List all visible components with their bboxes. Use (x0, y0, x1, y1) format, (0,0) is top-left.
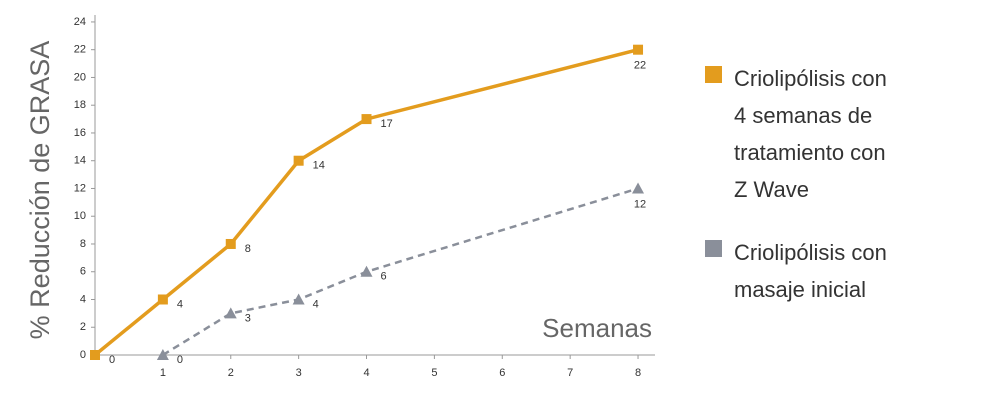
legend-swatch (705, 66, 722, 83)
x-tick-label: 3 (296, 367, 302, 379)
legend: Criolipólisis con 4 semanas de tratamien… (705, 60, 905, 334)
y-tick-label: 14 (74, 155, 86, 167)
y-tick-label: 10 (74, 210, 86, 222)
data-label: 22 (634, 60, 646, 72)
x-tick-label: 4 (363, 367, 369, 379)
marker (292, 293, 305, 305)
y-axis-label: % Reducción de GRASA (25, 41, 55, 340)
x-tick-label: 8 (635, 367, 641, 379)
data-label: 4 (177, 298, 183, 310)
series-line (93, 47, 639, 357)
y-tick-label: 2 (80, 321, 86, 333)
data-label: 14 (313, 160, 325, 172)
x-tick-label: 5 (431, 367, 437, 379)
data-label: 17 (381, 118, 393, 130)
y-tick-label: 20 (74, 71, 86, 83)
marker (225, 238, 236, 249)
data-label: 0 (177, 354, 183, 366)
data-label: 4 (313, 298, 319, 310)
marker (157, 294, 168, 305)
x-tick-label: 6 (499, 367, 505, 379)
x-tick-label: 7 (567, 367, 573, 379)
legend-label: Criolipólisis con masaje inicial (734, 240, 887, 302)
y-tick-label: 4 (80, 293, 86, 305)
y-tick-label: 16 (74, 127, 86, 139)
y-tick-label: 12 (74, 182, 86, 194)
annotation: Semanas (542, 313, 652, 343)
legend-item: Criolipólisis con 4 semanas de tratamien… (705, 60, 905, 208)
legend-item: Criolipólisis con masaje inicial (705, 234, 905, 308)
marker (633, 44, 644, 55)
y-tick-label: 18 (74, 99, 86, 111)
x-tick-label: 1 (160, 367, 166, 379)
marker (632, 182, 645, 194)
data-label: 12 (634, 198, 646, 210)
y-tick-label: 6 (80, 266, 86, 278)
legend-label: Criolipólisis con 4 semanas de tratamien… (734, 66, 887, 202)
data-label: 8 (245, 243, 251, 255)
x-tick-label: 2 (228, 367, 234, 379)
legend-swatch (705, 240, 722, 257)
data-label: 0 (109, 354, 115, 366)
marker (156, 349, 169, 360)
marker (360, 265, 373, 277)
y-tick-label: 22 (74, 44, 86, 56)
y-tick-label: 24 (74, 16, 86, 28)
y-tick-label: 0 (80, 349, 86, 361)
data-label: 6 (381, 271, 387, 283)
marker (90, 350, 100, 360)
data-label: 3 (245, 312, 251, 324)
marker (224, 307, 237, 319)
y-tick-label: 8 (80, 238, 86, 250)
marker (293, 155, 304, 166)
marker (361, 114, 372, 125)
